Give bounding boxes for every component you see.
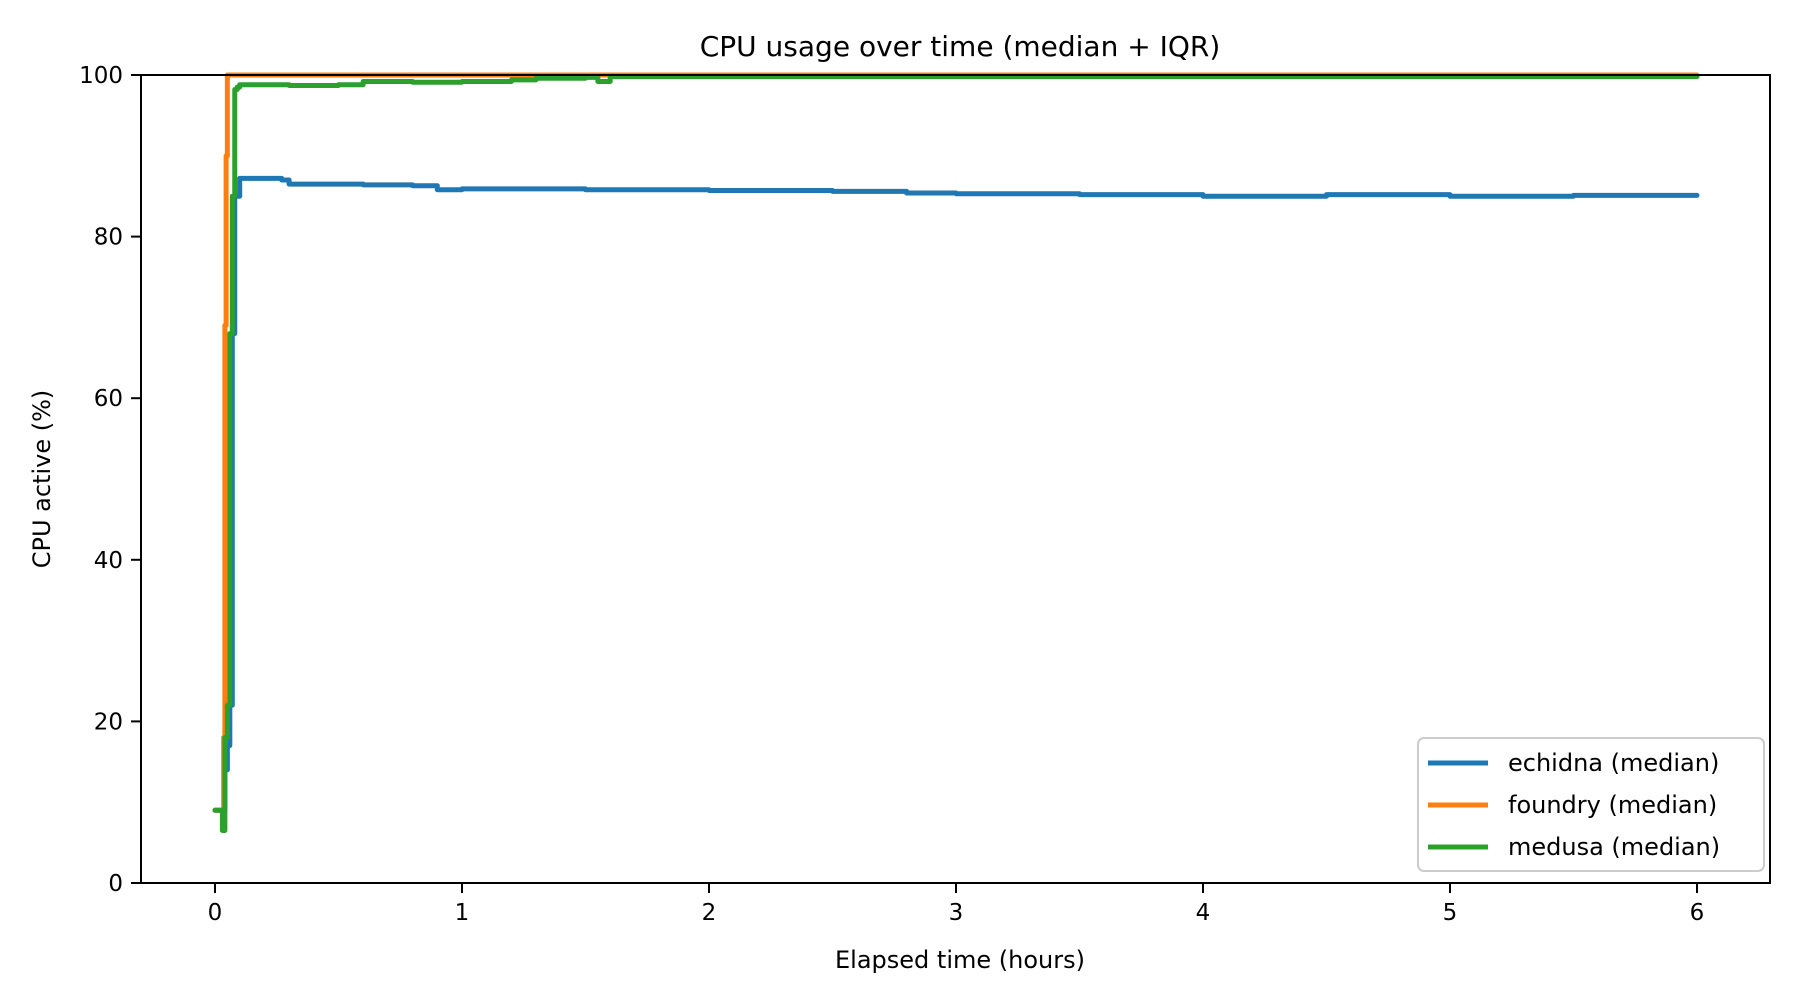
plot-area	[212, 72, 1700, 833]
x-tick-label: 6	[1690, 900, 1705, 926]
y-axis-ticks: 0 20 40 60 80 100	[79, 63, 141, 897]
legend: echidna (median) foundry (median) medusa (…	[1417, 737, 1765, 872]
y-tick-label: 100	[79, 63, 123, 89]
x-tick-label: 1	[455, 900, 470, 926]
legend-label: medusa (median)	[1508, 833, 1720, 861]
x-tick-label: 4	[1196, 900, 1211, 926]
chart-title: CPU usage over time (median + IQR)	[700, 30, 1221, 63]
y-axis-label: CPU active (%)	[28, 390, 56, 569]
y-tick-label: 40	[94, 548, 123, 574]
x-tick-label: 2	[702, 900, 717, 926]
x-tick-label: 3	[949, 900, 964, 926]
y-tick-label: 20	[94, 709, 123, 735]
legend-label: echidna (median)	[1508, 749, 1719, 777]
legend-label: foundry (median)	[1508, 791, 1717, 819]
x-axis-ticks: 0 1 2 3 4 5 6	[208, 883, 1705, 926]
y-tick-label: 60	[94, 386, 123, 412]
y-tick-label: 80	[94, 225, 123, 251]
x-tick-label: 5	[1443, 900, 1458, 926]
y-tick-label: 0	[108, 871, 123, 897]
x-tick-label: 0	[208, 900, 223, 926]
series-line-medusa	[212, 74, 1700, 833]
legend-box	[1417, 737, 1765, 872]
x-axis-label: Elapsed time (hours)	[835, 946, 1085, 974]
